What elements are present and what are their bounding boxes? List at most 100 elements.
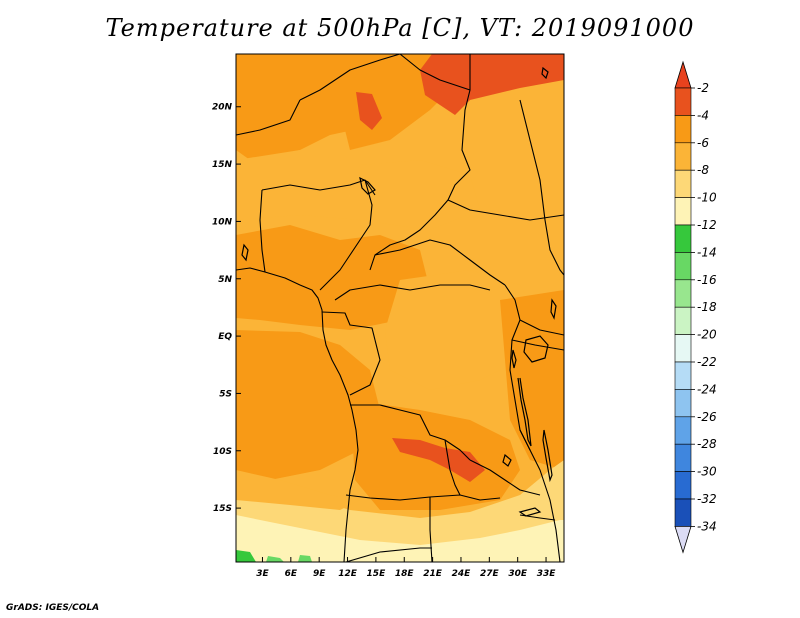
border-car	[374, 239, 506, 286]
field-sahel-cool	[236, 150, 480, 230]
colorbar-label: -22	[697, 355, 717, 369]
lake-tanganyika	[517, 377, 532, 447]
border-tanzania	[511, 339, 564, 351]
colorbar-swatch	[674, 224, 692, 253]
colorbar-label: -2	[697, 81, 709, 95]
border-angola-zambia	[444, 439, 461, 496]
border-nigeria	[261, 179, 376, 196]
x-tick-label: 18E	[395, 569, 415, 579]
colorbar-swatch	[674, 361, 692, 390]
colorbar-swatch	[674, 334, 692, 363]
x-tick-label: 24E	[452, 569, 472, 579]
colorbar-bottom-triangle	[674, 526, 692, 554]
colorbar-label: -4	[697, 108, 709, 122]
field-southwest-corner-coldest	[236, 550, 256, 562]
colorbar-label: -34	[697, 519, 717, 533]
lake-turkana	[550, 298, 557, 320]
colorbar-label: -18	[697, 300, 717, 314]
colorbar-label: -6	[697, 136, 709, 150]
x-tick-label: 33E	[537, 569, 557, 579]
y-axis: 20N 15N 10N 5N EQ 5S 10S 15S	[212, 103, 241, 514]
border-libya-egypt-sudan	[399, 54, 471, 91]
country-borders	[236, 54, 564, 562]
border-sudan-south-sudan	[447, 199, 564, 221]
border-mozambique	[519, 429, 561, 562]
colorbar-swatch	[674, 115, 692, 144]
colorbar-swatch	[674, 389, 692, 418]
y-tick-label: 10S	[213, 447, 232, 457]
y-tick-label: 5S	[219, 389, 232, 399]
colorbar-swatch	[674, 416, 692, 445]
lake-chad	[359, 176, 376, 195]
coastline-west-africa	[236, 267, 359, 562]
x-tick-label: 21E	[423, 569, 443, 579]
border-niger-chad	[299, 54, 401, 101]
border-mali-niger	[236, 99, 301, 136]
border-botswana	[429, 497, 433, 562]
colorbar-swatch	[674, 252, 692, 281]
temperature-field	[236, 54, 564, 562]
colorbar-swatch	[674, 279, 692, 308]
border-angola-drc	[350, 404, 471, 461]
field-sudan-warmest	[356, 92, 382, 130]
colorbar-label: -32	[697, 492, 717, 506]
colorbar-top-triangle	[674, 60, 692, 89]
colorbar-label: -12	[697, 218, 717, 232]
map-title: Temperature at 500hPa [C], VT: 201909100…	[105, 14, 695, 42]
y-tick-label: 20N	[212, 103, 233, 113]
colorbar-label: -10	[697, 191, 717, 205]
y-tick-label: 10N	[212, 217, 233, 227]
border-uganda-kenya	[519, 319, 564, 336]
x-axis: 3E 6E 9E 12E 15E 18E 21E 24E 27E 30E 33E	[256, 557, 556, 579]
y-tick-label: 5N	[218, 275, 232, 285]
colorbar-swatch	[674, 471, 692, 500]
field-cloud-band-cool	[236, 470, 360, 510]
colorbar-label: -14	[697, 245, 717, 259]
colorbar-swatch	[674, 169, 692, 198]
field-patch-south-cold	[266, 556, 284, 562]
field-northeast-warmest	[420, 54, 564, 115]
border-zambia-zimbabwe	[469, 459, 541, 496]
lakes	[241, 66, 557, 517]
field-east-africa-warm	[500, 290, 564, 470]
border-gabon	[321, 311, 376, 341]
border-chad-cameroon	[319, 179, 373, 291]
x-tick-label: 6E	[285, 569, 298, 579]
colorbar-label: -28	[697, 437, 717, 451]
border-car-south	[334, 284, 491, 301]
x-tick-label: 12E	[338, 569, 358, 579]
colorbar-label: -24	[697, 382, 717, 396]
field-far-south-cold	[236, 515, 564, 562]
colorbar-swatch	[674, 306, 692, 335]
colorbar-label: -8	[697, 163, 709, 177]
lake-victoria	[523, 335, 549, 363]
colorbar: -2 -4 -6 -8 -10 -12 -14 -16 -18 -20 -22 -24 -26 -28 -3…	[674, 60, 717, 554]
border-drc-east	[504, 284, 531, 451]
border-congo	[349, 339, 381, 396]
y-tick-label: 15S	[213, 504, 232, 514]
colorbar-label: -16	[697, 273, 717, 287]
border-ethiopia	[519, 99, 564, 276]
lake-tana	[541, 66, 549, 80]
field-zambia-warmest	[392, 438, 485, 482]
field-atlantic-warm	[236, 330, 380, 480]
lake-malawi	[542, 429, 553, 483]
plot-frame	[235, 53, 565, 563]
grads-footer: GrADS: IGES/COLA	[6, 603, 100, 613]
x-tick-label: 9E	[313, 569, 326, 579]
y-tick-label: 15N	[212, 160, 233, 170]
lake-bangweulu	[502, 453, 512, 467]
x-tick-label: 30E	[508, 569, 528, 579]
y-tick-label: EQ	[218, 332, 232, 342]
border-namibia-south-africa	[345, 547, 432, 562]
x-tick-label: 15E	[367, 569, 387, 579]
colorbar-swatch	[674, 142, 692, 171]
lake-volta	[241, 243, 249, 262]
border-benin-nigeria	[259, 189, 266, 273]
colorbar-swatch	[674, 498, 692, 527]
colorbar-label: -20	[697, 328, 717, 342]
x-tick-label: 3E	[256, 569, 269, 579]
border-sudan-chad	[369, 89, 471, 271]
colorbar-label: -30	[697, 465, 717, 479]
